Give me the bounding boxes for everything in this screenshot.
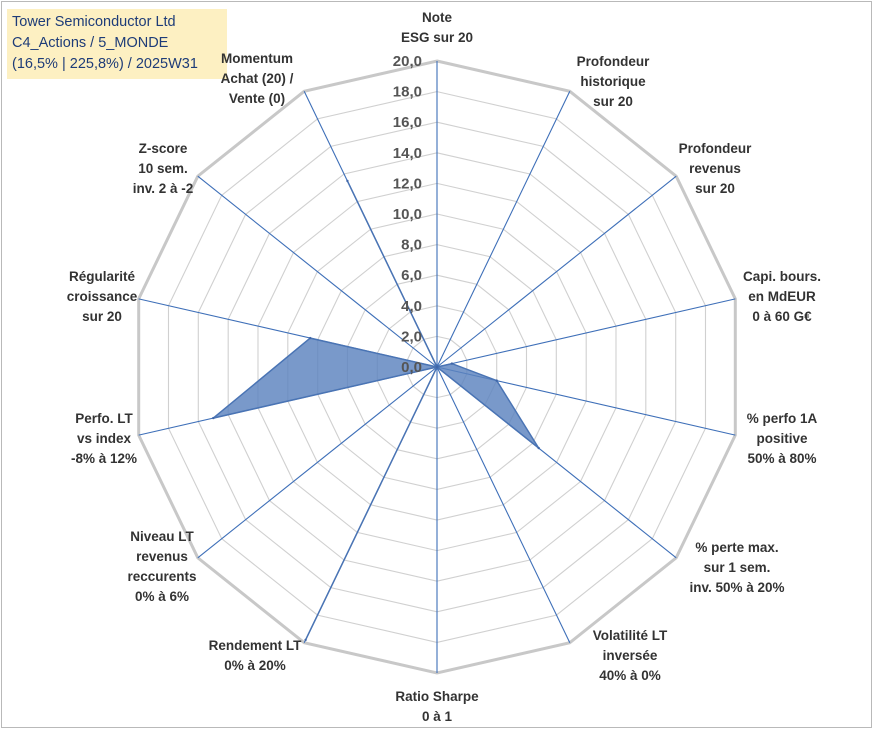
radial-tick-labels: 0,0 2,0 4,0 6,0 8,0 10,0 12,0 14,0 16,0 18,0 20,0 [393, 53, 422, 376]
axis-label-line: ESG sur 20 [401, 30, 473, 45]
axis-label-line: positive [756, 431, 808, 446]
tick-label: 18,0 [393, 84, 422, 101]
axis-label-line: Régularité [69, 269, 136, 284]
axis-label-line: 0 à 60 G€ [752, 309, 812, 324]
axis-label: Régularité croissance sur 20 [67, 269, 138, 324]
data-point [537, 446, 540, 450]
axis-label-line: Momentum [221, 51, 293, 66]
axis-label-line: % perte max. [695, 540, 778, 555]
axis-label-line: Achat (20) / [221, 71, 294, 86]
axis-label: % perte max. sur 1 sem. inv. 50% à 20% [689, 540, 784, 595]
axis-label-line: inv. 50% à 20% [689, 580, 784, 595]
tick-label: 16,0 [393, 114, 422, 131]
axis-label-line: Note [422, 10, 452, 25]
axis-label-line: 40% à 0% [599, 668, 661, 683]
axis-label: Capi. bours. en MdEUR 0 à 60 G€ [743, 269, 821, 324]
data-point [346, 179, 349, 183]
axis-label-line: Volatilité LT [593, 628, 668, 643]
tick-label: 20,0 [393, 53, 422, 70]
radar-series [212, 179, 540, 642]
axis-label-line: 50% à 80% [747, 451, 816, 466]
axis-label: Profondeur historique sur 20 [577, 54, 650, 109]
axis-label-line: revenus [689, 161, 741, 176]
axis-label-line: 10 sem. [138, 161, 188, 176]
axis-labels: Note ESG sur 20 Profondeur historique sur 20… [67, 10, 821, 724]
axis-label-line: sur 20 [82, 309, 122, 324]
axis-label-line: croissance [67, 289, 138, 304]
axis-label-line: sur 20 [695, 181, 735, 196]
axis-label-line: -8% à 12% [71, 451, 137, 466]
data-point [304, 638, 307, 642]
axis-label: Ratio Sharpe 0 à 1 [395, 689, 479, 724]
axis-label: Rendement LT 0% à 20% [209, 638, 303, 673]
axis-spoke [436, 175, 677, 368]
info-box: Tower Semiconductor Ltd C4_Actions / 5_M… [7, 9, 227, 79]
axis-label: Perfo. LT vs index -8% à 12% [71, 411, 137, 466]
data-point [450, 362, 454, 365]
axis-label-line: historique [580, 74, 646, 89]
data-point [435, 365, 439, 369]
axis-label: Note ESG sur 20 [401, 10, 473, 45]
axis-label-line: Capi. bours. [743, 269, 821, 284]
tick-label: 4,0 [401, 298, 422, 315]
axis-label-line: reccurents [127, 569, 196, 584]
axis-label: Profondeur revenus sur 20 [679, 141, 752, 196]
tick-label: 0,0 [401, 359, 422, 376]
axis-label-line: Z-score [139, 141, 188, 156]
tick-label: 8,0 [401, 237, 422, 254]
tick-label: 10,0 [393, 206, 422, 223]
tick-label: 12,0 [393, 175, 422, 192]
axis-label-line: 0 à 1 [422, 709, 453, 724]
axis-label-line: Vente (0) [229, 91, 285, 106]
axis-label-line: Profondeur [679, 141, 752, 156]
axis-label-line: inv. 2 à -2 [133, 181, 194, 196]
info-company: Tower Semiconductor Ltd [12, 14, 176, 30]
axis-label: Momentum Achat (20) / Vente (0) [221, 51, 294, 106]
axis-label: Volatilité LT inversée 40% à 0% [593, 628, 668, 683]
axis-label-line: en MdEUR [748, 289, 816, 304]
axis-label-line: sur 20 [593, 94, 633, 109]
axis-label-line: inversée [603, 648, 658, 663]
axis-label-line: 0% à 20% [224, 658, 286, 673]
axis-label-line: Rendement LT [209, 638, 303, 653]
axis-spoke [197, 366, 438, 559]
data-point [309, 336, 312, 340]
axis-label-line: 0% à 6% [135, 589, 189, 604]
info-category: C4_Actions / 5_MONDE [12, 35, 169, 51]
tick-label: 2,0 [401, 328, 422, 345]
tick-label: 6,0 [401, 267, 422, 284]
axis-spoke [436, 298, 736, 368]
axis-label-line: Niveau LT [130, 529, 194, 544]
axis-label: Z-score 10 sem. inv. 2 à -2 [133, 141, 194, 196]
data-point [495, 379, 498, 382]
axis-label-line: % perfo 1A [747, 411, 818, 426]
axis-spoke [197, 175, 438, 368]
series-area [212, 180, 540, 641]
axis-spoke [436, 366, 571, 643]
axis-label: Niveau LT revenus reccurents 0% à 6% [127, 529, 196, 604]
axis-label-line: Profondeur [577, 54, 650, 69]
axis-label-line: Ratio Sharpe [395, 689, 479, 704]
tick-label: 14,0 [393, 145, 422, 162]
axis-label-line: Perfo. LT [75, 411, 133, 426]
axis-spoke [436, 91, 571, 368]
axis-label: % perfo 1A positive 50% à 80% [747, 411, 818, 466]
axis-label-line: revenus [136, 549, 188, 564]
axis-label-line: sur 1 sem. [704, 560, 771, 575]
info-stats: (16,5% | 225,8%) / 2025W31 [12, 56, 198, 72]
data-point [212, 416, 215, 420]
axis-label-line: vs index [77, 431, 132, 446]
